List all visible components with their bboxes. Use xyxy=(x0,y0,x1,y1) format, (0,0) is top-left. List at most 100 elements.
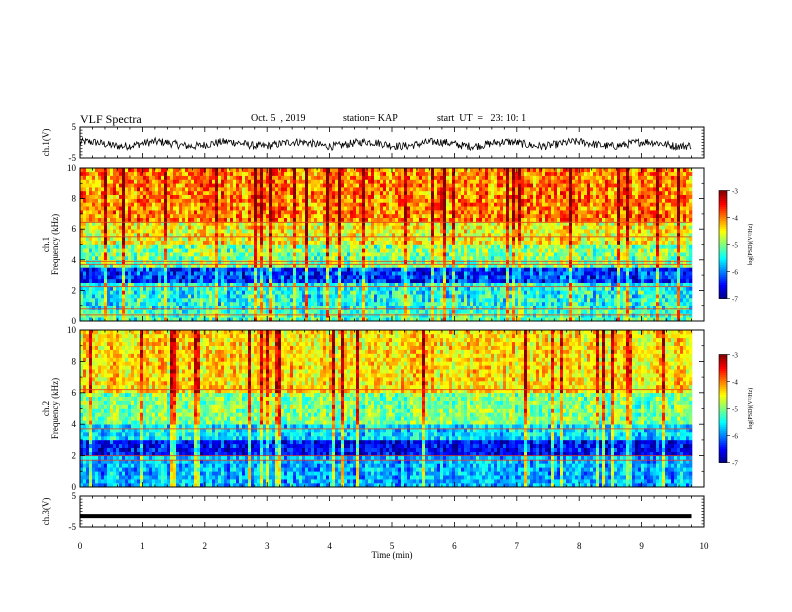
spectrogram-cell xyxy=(293,317,297,322)
spectrogram-cell xyxy=(416,275,420,280)
spectrogram-cell xyxy=(242,317,246,322)
spectrogram-cell xyxy=(83,275,87,280)
spectrogram-cell xyxy=(146,217,150,222)
spectrogram-cell xyxy=(272,278,276,283)
spectrogram-cell xyxy=(386,179,390,184)
spectrogram-cell xyxy=(182,317,186,322)
spectrogram-cell xyxy=(278,210,282,215)
spectrogram-cell xyxy=(302,236,306,241)
spectrogram-cell xyxy=(152,206,156,211)
spectrogram-cell xyxy=(200,282,204,287)
spectrogram-cell xyxy=(389,225,393,230)
spectrogram-cell xyxy=(371,313,375,318)
spectrogram-cell xyxy=(383,206,387,211)
spectrogram-cell xyxy=(302,175,306,180)
spectrogram-cell xyxy=(314,213,318,218)
spectrogram-cell xyxy=(80,252,84,257)
spectrogram-cell xyxy=(338,221,342,226)
spectrogram-cell xyxy=(347,240,351,245)
spectrogram-cell xyxy=(314,233,318,238)
spectrogram-cell xyxy=(230,313,234,318)
spectrogram-cell xyxy=(281,290,285,295)
spectrogram-cell xyxy=(248,202,252,207)
spectrogram-cell xyxy=(227,309,231,314)
spectrogram-cell xyxy=(374,179,378,184)
spectrogram-cell xyxy=(395,248,399,253)
spectrogram-cell xyxy=(242,271,246,276)
spectrogram-cell xyxy=(440,225,444,230)
spectrogram-cell xyxy=(221,252,225,257)
spectrogram-cell xyxy=(89,202,93,207)
spectrogram-cell xyxy=(242,263,246,268)
spectrogram-cell xyxy=(95,301,99,306)
spectrogram-cell xyxy=(191,298,195,303)
spectrogram-cell xyxy=(443,275,447,280)
spectrogram-cell xyxy=(308,183,312,188)
spectrogram-cell xyxy=(272,263,276,268)
spectrogram-cell xyxy=(146,175,150,180)
spectrogram-cell xyxy=(212,183,216,188)
spectrogram-cell xyxy=(254,210,258,215)
spectrogram-cell xyxy=(401,187,405,192)
spectrogram-cell xyxy=(305,206,309,211)
spectrogram-cell xyxy=(299,198,303,203)
spectrogram-cell xyxy=(347,317,351,322)
spectrogram-cell xyxy=(428,190,432,195)
spectrogram-cell xyxy=(218,275,222,280)
spectrogram-cell xyxy=(83,206,87,211)
spectrogram-cell xyxy=(398,171,402,176)
spectrogram-cell xyxy=(365,198,369,203)
spectrogram-cell xyxy=(116,294,120,299)
spectrogram-cell xyxy=(410,256,414,261)
spectrogram-cell xyxy=(398,240,402,245)
spectrogram-cell xyxy=(221,187,225,192)
spectrogram-cell xyxy=(227,305,231,310)
spectrogram-cell xyxy=(278,183,282,188)
spectrogram-cell xyxy=(92,179,96,184)
spectrogram-cell xyxy=(320,317,324,322)
spectrogram-cell xyxy=(188,179,192,184)
spectrogram-cell xyxy=(80,240,84,245)
spectrogram-cell xyxy=(344,179,348,184)
spectrogram-cell xyxy=(176,252,180,257)
spectrogram-cell xyxy=(398,198,402,203)
spectrogram-cell xyxy=(368,213,372,218)
spectrogram-cell xyxy=(263,263,267,268)
spectrogram-cell xyxy=(254,309,258,314)
spectrogram-cell xyxy=(224,294,228,299)
spectrogram-cell xyxy=(365,190,369,195)
spectrogram-cell xyxy=(239,213,243,218)
spectrogram-cell xyxy=(92,267,96,272)
spectrogram-cell xyxy=(353,233,357,238)
spectrogram-cell xyxy=(185,267,189,272)
spectrogram-cell xyxy=(443,282,447,287)
spectrogram-cell xyxy=(215,240,219,245)
spectrogram-cell xyxy=(359,190,363,195)
spectrogram-cell xyxy=(329,217,333,222)
spectrogram-cell xyxy=(254,229,258,234)
spectrogram-cell xyxy=(440,171,444,176)
spectrogram-cell xyxy=(173,194,177,199)
spectrogram-cell xyxy=(443,305,447,310)
spectrogram-cell xyxy=(137,309,141,314)
spectrogram-cell xyxy=(311,286,315,291)
spectrogram-cell xyxy=(200,267,204,272)
spectrogram-cell xyxy=(413,229,417,234)
spectrogram-cell xyxy=(317,252,321,257)
spectrogram-cell xyxy=(428,252,432,257)
spectrogram-cell xyxy=(389,206,393,211)
spectrogram-cell xyxy=(374,210,378,215)
spectrogram-cell xyxy=(161,263,165,268)
spectrogram-cell xyxy=(155,317,159,322)
spectrogram-cell xyxy=(437,194,441,199)
spectrogram-cell xyxy=(302,278,306,283)
spectrogram-cell xyxy=(233,233,237,238)
spectrogram-cell xyxy=(398,305,402,310)
spectrogram-cell xyxy=(410,168,414,173)
spectrogram-cell xyxy=(101,221,105,226)
spectrogram-cell xyxy=(422,301,426,306)
spectrogram-cell xyxy=(206,313,210,318)
spectrogram-cell xyxy=(167,194,171,199)
spectrogram-cell xyxy=(413,213,417,218)
spectrogram-cell xyxy=(380,225,384,230)
